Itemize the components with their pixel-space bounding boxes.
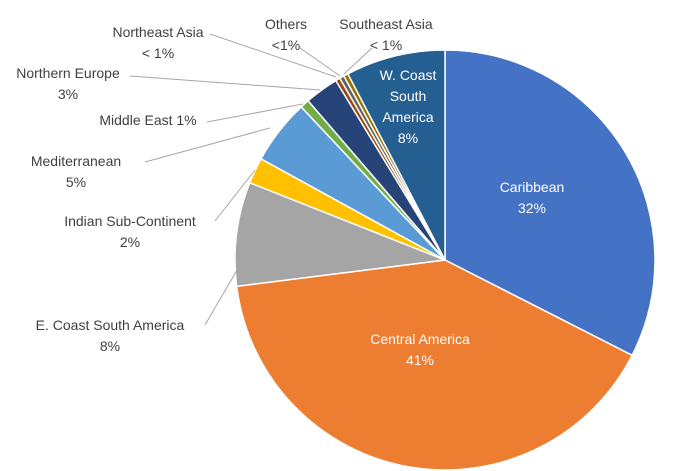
label-name: W. Coast — [380, 67, 437, 83]
label-name: Northern Europe — [16, 65, 120, 81]
leader-northern-europe — [129, 75, 321, 91]
label-e-coast-south-america: E. Coast South America 8% — [36, 317, 185, 354]
leader-northeast-asia — [209, 33, 337, 78]
label-value: 8% — [398, 130, 418, 146]
label-name: Indian Sub-Continent — [64, 213, 196, 229]
label-value: < 1% — [370, 37, 402, 53]
label-northern-europe: Northern Europe 3% — [16, 65, 120, 102]
leader-mediterranean — [144, 127, 271, 163]
label-northeast-asia: Northeast Asia < 1% — [112, 24, 203, 61]
label-name: Others — [265, 16, 307, 32]
label-name: Northeast Asia — [112, 24, 203, 40]
label-caribbean: Caribbean 32% — [500, 179, 565, 216]
label-indian-sub-continent: Indian Sub-Continent 2% — [64, 213, 196, 250]
slice-w-coast-south-america — [346, 49, 446, 261]
leader-e-coast-south-america — [204, 264, 241, 326]
label-name: E. Coast South America — [36, 317, 185, 333]
label-value: 3% — [58, 86, 78, 102]
label-mediterranean: Mediterranean 5% — [31, 153, 121, 190]
label-value: 8% — [100, 338, 120, 354]
label-value: 2% — [120, 234, 140, 250]
slice-caribbean — [444, 49, 656, 357]
slice-e-coast-south-america — [234, 181, 446, 288]
pie-slices — [234, 49, 656, 471]
label-name: Southeast Asia — [339, 16, 433, 32]
slice-labels: Caribbean 32% Central America 41% E. Coast S… — [16, 16, 564, 368]
label-southeast-asia: Southeast Asia < 1% — [339, 16, 433, 53]
label-value: < 1% — [142, 45, 174, 61]
label-name: South — [390, 88, 427, 104]
label-name: Central America — [370, 331, 470, 347]
label-value: 32% — [518, 200, 546, 216]
leader-others — [299, 47, 341, 77]
label-others: Others <1% — [265, 16, 307, 53]
label-middle-east: Middle East 1% — [99, 112, 196, 128]
leader-lines — [129, 33, 373, 326]
label-name: Mediterranean — [31, 153, 121, 169]
label-name: Caribbean — [500, 179, 565, 195]
leader-southeast-asia — [343, 47, 373, 75]
label-value: 41% — [406, 352, 434, 368]
label-w-coast-south-america: W. Coast South America 8% — [380, 67, 437, 146]
slice-central-america — [235, 259, 634, 471]
leader-indian-sub-continent — [214, 169, 256, 222]
leader-middle-east — [206, 103, 304, 123]
label-value: <1% — [272, 37, 300, 53]
label-central-america: Central America 41% — [370, 331, 470, 368]
label-value: 5% — [66, 174, 86, 190]
label-value: Middle East 1% — [99, 112, 196, 128]
label-name: America — [382, 109, 434, 125]
